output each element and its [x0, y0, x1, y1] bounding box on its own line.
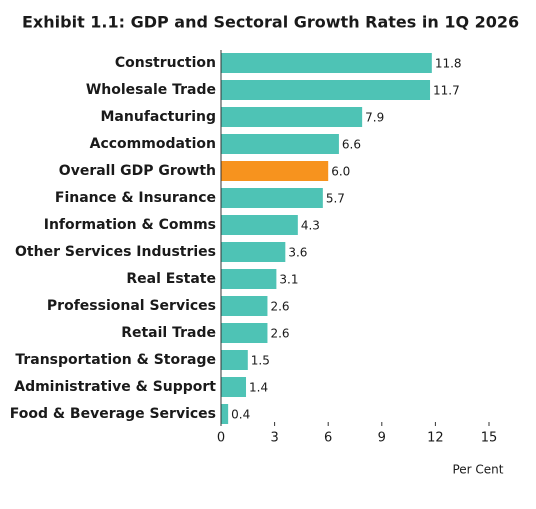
- y-tick-label: Food & Beverage Services: [10, 406, 216, 422]
- value-label: 7.9: [365, 111, 384, 125]
- y-tick-label: Accommodation: [90, 136, 216, 152]
- y-tick-label: Professional Services: [47, 298, 216, 314]
- y-tick-label: Transportation & Storage: [15, 352, 216, 368]
- bar: [221, 53, 432, 73]
- value-label: 3.1: [279, 273, 298, 287]
- x-tick-label: 9: [378, 431, 386, 446]
- bar: [221, 323, 268, 343]
- bar: [221, 215, 298, 235]
- x-tick-label: 15: [481, 431, 498, 446]
- value-label: 11.8: [435, 57, 462, 71]
- y-tick-label: Information & Comms: [44, 217, 216, 233]
- value-label: 0.4: [231, 408, 250, 422]
- value-label: 1.5: [251, 354, 270, 368]
- y-tick-label: Finance & Insurance: [55, 190, 216, 206]
- x-tick-label: 3: [270, 431, 278, 446]
- bar: [221, 269, 277, 289]
- x-tick-label: 12: [427, 431, 444, 446]
- bar: [221, 80, 431, 100]
- bar: [221, 188, 323, 208]
- value-label: 6.0: [331, 165, 350, 179]
- y-tick-label: Real Estate: [126, 271, 216, 287]
- value-label: 3.6: [288, 246, 307, 260]
- bar: [221, 107, 363, 127]
- value-label: 2.6: [270, 300, 289, 314]
- value-label: 6.6: [342, 138, 361, 152]
- bar: [221, 377, 247, 397]
- value-label: 11.7: [433, 84, 460, 98]
- x-tick-label: 0: [217, 431, 225, 446]
- y-tick-label: Overall GDP Growth: [59, 163, 216, 179]
- chart-title: Exhibit 1.1: GDP and Sectoral Growth Rat…: [22, 13, 519, 32]
- value-label: 2.6: [270, 327, 289, 341]
- value-label: 5.7: [326, 192, 345, 206]
- value-label: 1.4: [249, 381, 268, 395]
- bar: [221, 404, 229, 424]
- y-tick-label: Wholesale Trade: [86, 82, 216, 98]
- bar: [221, 296, 268, 316]
- x-tick-label: 6: [324, 431, 332, 446]
- bar: [221, 350, 248, 370]
- y-tick-label: Retail Trade: [121, 325, 216, 341]
- bar: [221, 134, 339, 154]
- bar: [221, 242, 286, 262]
- y-tick-label: Administrative & Support: [14, 379, 216, 395]
- value-label: 4.3: [301, 219, 320, 233]
- y-tick-label: Other Services Industries: [15, 244, 216, 260]
- y-tick-label: Construction: [115, 55, 216, 71]
- bar: [221, 161, 329, 181]
- x-axis-label: Per Cent: [452, 463, 503, 477]
- y-tick-label: Manufacturing: [101, 109, 217, 125]
